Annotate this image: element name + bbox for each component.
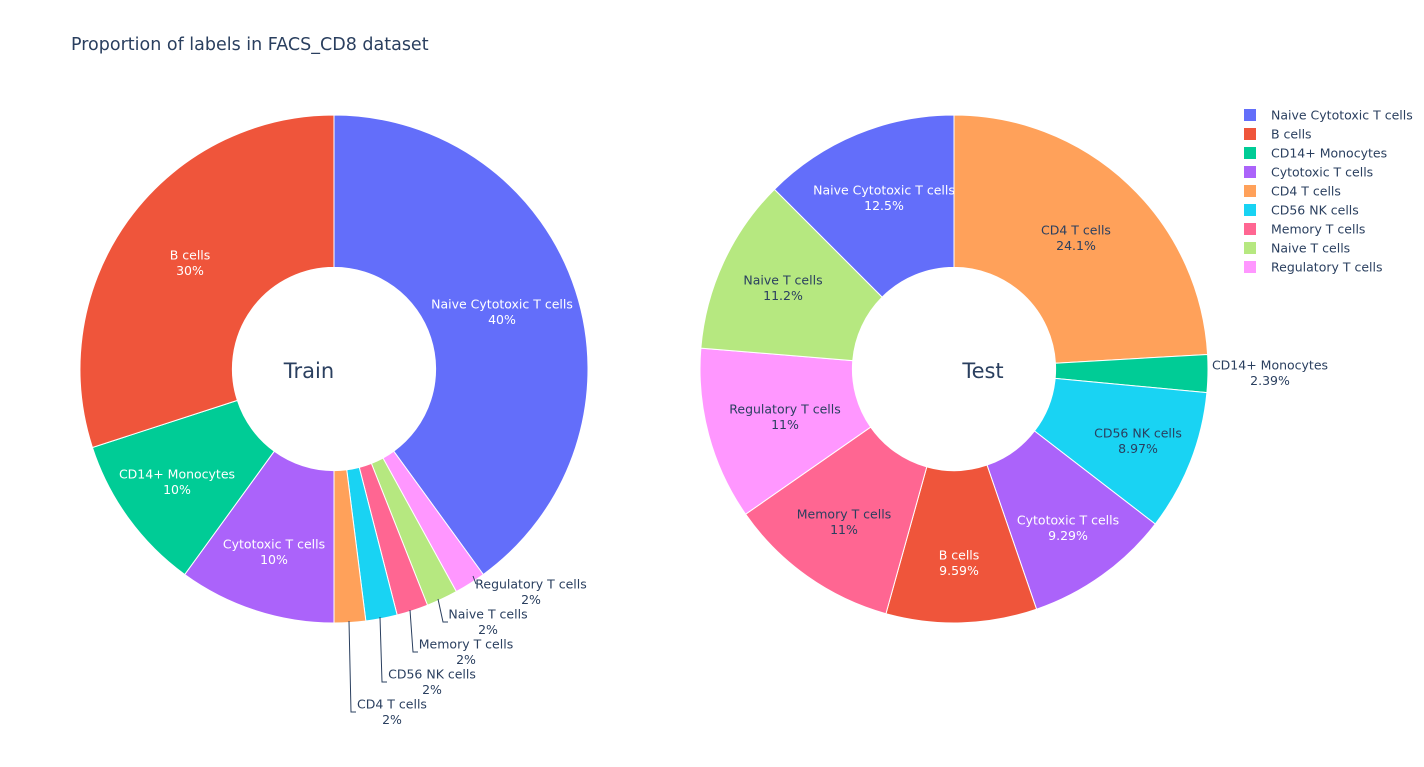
pie-slice-train-cytotoxic-t-cells[interactable] xyxy=(184,450,335,624)
leader-line-train-memory-t-cells xyxy=(409,609,418,653)
legend-label-cd4-t-cells[interactable]: CD4 T cells xyxy=(1271,184,1341,199)
pie-slice-train-b-cells[interactable] xyxy=(79,114,335,449)
slice-label-train-cytotoxic-t-cells: Cytotoxic T cells xyxy=(223,536,325,551)
slice-label-train-cd4-t-cells: CD4 T cells xyxy=(357,696,427,711)
slice-label-test-naive-t-cells: Naive T cells xyxy=(743,272,822,287)
pie-slice-test-naive-t-cells[interactable] xyxy=(700,188,883,362)
legend-swatch-cytotoxic-t-cells[interactable] xyxy=(1244,166,1256,178)
legend-swatch-regulatory-t-cells[interactable] xyxy=(1244,261,1256,273)
slice-value-test-naive-t-cells: 11.2% xyxy=(763,288,803,303)
slice-label-test-cd56-nk-cells: CD56 NK cells xyxy=(1094,425,1182,440)
chart-title: Proportion of labels in FACS_CD8 dataset xyxy=(71,35,429,55)
slice-value-test-regulatory-t-cells: 11% xyxy=(771,417,799,432)
pie-slice-test-memory-t-cells[interactable] xyxy=(744,426,928,615)
legend-swatch-naive-t-cells[interactable] xyxy=(1244,242,1256,254)
slice-label-test-b-cells: B cells xyxy=(939,547,980,562)
legend: Naive Cytotoxic T cells B cells CD14+ Mono… xyxy=(1244,108,1413,275)
slice-label-test-regulatory-t-cells: Regulatory T cells xyxy=(729,401,841,416)
legend-label-b-cells[interactable]: B cells xyxy=(1271,127,1312,142)
pie-slice-train-cd14-monocytes[interactable] xyxy=(91,399,275,576)
slice-value-train-naive-t-cells: 2% xyxy=(478,622,498,637)
pie-slice-test-naive-cytotoxic-t-cells[interactable] xyxy=(773,114,955,298)
pie-slice-test-cd4-t-cells[interactable] xyxy=(953,114,1209,364)
leader-line-train-cd4-t-cells xyxy=(348,620,356,713)
slice-label-train-naive-t-cells: Naive T cells xyxy=(448,606,527,621)
pie-slice-test-regulatory-t-cells[interactable] xyxy=(699,347,872,515)
legend-swatch-b-cells[interactable] xyxy=(1244,128,1256,140)
slice-value-test-cd56-nk-cells: 8.97% xyxy=(1118,441,1158,456)
leader-line-train-regulatory-t-cells xyxy=(472,575,477,585)
slice-value-test-naive-cytotoxic-t-cells: 12.5% xyxy=(864,198,904,213)
slice-label-test-cd4-t-cells: CD4 T cells xyxy=(1041,222,1111,237)
pie-test-center-label: Test xyxy=(961,359,1003,383)
slice-value-test-memory-t-cells: 11% xyxy=(830,522,858,537)
slice-label-train-memory-t-cells: Memory T cells xyxy=(419,636,513,651)
slice-label-test-naive-cytotoxic-t-cells: Naive Cytotoxic T cells xyxy=(813,182,955,197)
leader-line-train-cd56-nk-cells xyxy=(379,616,387,683)
slice-label-test-cd14-monocytes: CD14+ Monocytes xyxy=(1212,357,1328,372)
legend-label-cd14-monocytes[interactable]: CD14+ Monocytes xyxy=(1271,146,1387,161)
slice-value-train-cd56-nk-cells: 2% xyxy=(422,682,442,697)
legend-label-cytotoxic-t-cells[interactable]: Cytotoxic T cells xyxy=(1271,165,1373,180)
legend-swatch-naive-cytotoxic-t-cells[interactable] xyxy=(1244,109,1256,121)
leader-line-train-naive-t-cells xyxy=(437,598,448,623)
slice-label-train-cd14-monocytes: CD14+ Monocytes xyxy=(119,466,235,481)
slice-label-train-b-cells: B cells xyxy=(170,247,211,262)
legend-swatch-cd4-t-cells[interactable] xyxy=(1244,185,1256,197)
slice-value-train-cytotoxic-t-cells: 10% xyxy=(260,552,288,567)
legend-label-naive-cytotoxic-t-cells[interactable]: Naive Cytotoxic T cells xyxy=(1271,108,1413,123)
slice-label-train-cd56-nk-cells: CD56 NK cells xyxy=(388,666,476,681)
slice-value-train-memory-t-cells: 2% xyxy=(456,652,476,667)
slice-value-train-b-cells: 30% xyxy=(176,263,204,278)
legend-label-regulatory-t-cells[interactable]: Regulatory T cells xyxy=(1271,260,1383,275)
legend-label-memory-t-cells[interactable]: Memory T cells xyxy=(1271,222,1365,237)
slice-value-test-cytotoxic-t-cells: 9.29% xyxy=(1048,528,1088,543)
pie-slice-train-naive-cytotoxic-t-cells[interactable] xyxy=(333,114,589,576)
slice-value-test-b-cells: 9.59% xyxy=(939,563,979,578)
slice-label-test-memory-t-cells: Memory T cells xyxy=(797,506,891,521)
legend-swatch-memory-t-cells[interactable] xyxy=(1244,223,1256,235)
slice-value-test-cd4-t-cells: 24.1% xyxy=(1056,238,1096,253)
slice-value-train-cd14-monocytes: 10% xyxy=(163,482,191,497)
slice-value-train-naive-cytotoxic-t-cells: 40% xyxy=(488,312,516,327)
slice-label-test-cytotoxic-t-cells: Cytotoxic T cells xyxy=(1017,512,1119,527)
pie-train-center-label: Train xyxy=(283,359,334,383)
slice-label-train-regulatory-t-cells: Regulatory T cells xyxy=(475,576,587,591)
legend-label-cd56-nk-cells[interactable]: CD56 NK cells xyxy=(1271,203,1359,218)
slice-label-train-naive-cytotoxic-t-cells: Naive Cytotoxic T cells xyxy=(431,296,573,311)
legend-swatch-cd56-nk-cells[interactable] xyxy=(1244,204,1256,216)
slice-value-train-regulatory-t-cells: 2% xyxy=(521,592,541,607)
slice-value-train-cd4-t-cells: 2% xyxy=(382,712,402,727)
slice-value-test-cd14-monocytes: 2.39% xyxy=(1250,373,1290,388)
legend-swatch-cd14-monocytes[interactable] xyxy=(1244,147,1256,159)
legend-label-naive-t-cells[interactable]: Naive T cells xyxy=(1271,241,1350,256)
